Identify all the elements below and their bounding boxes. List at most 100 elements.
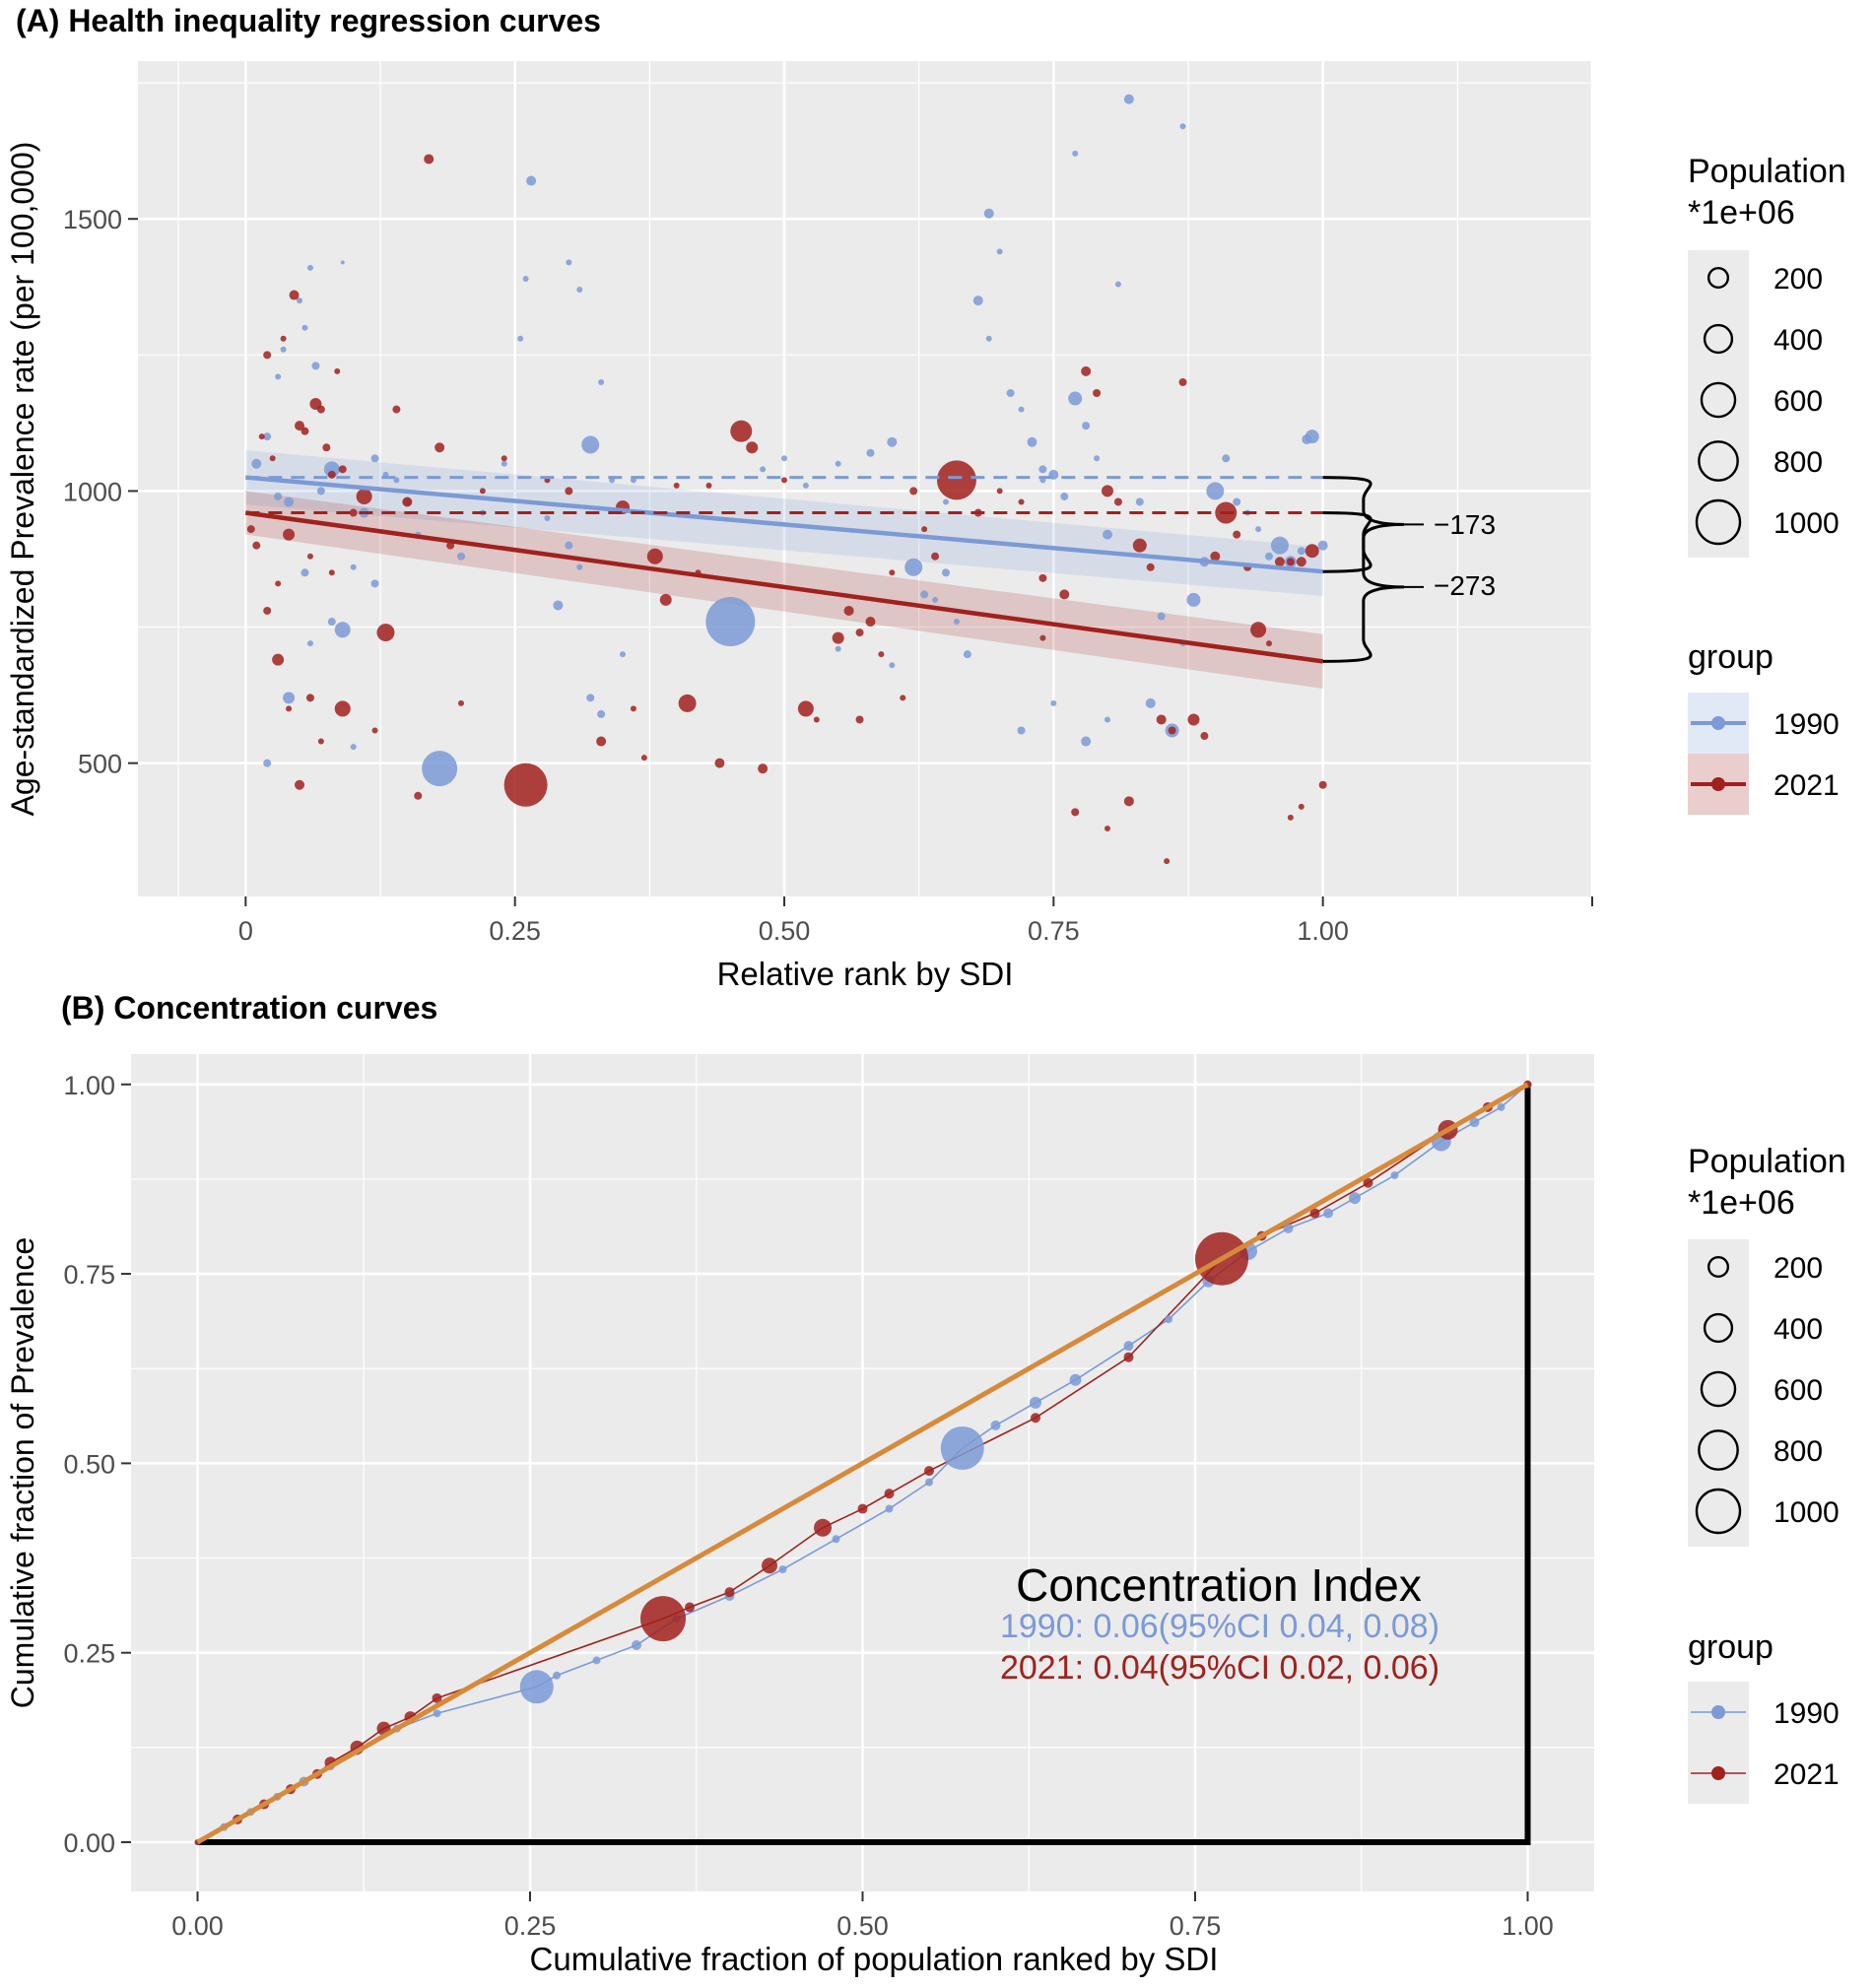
point-1990 [1082, 422, 1091, 431]
point-1990 [620, 651, 626, 658]
point-2021 [797, 700, 814, 717]
point-2021 [781, 477, 787, 484]
point-2021 [1038, 573, 1047, 582]
legend-b-size-keys-bg [1688, 1239, 1749, 1547]
point-2021 [640, 755, 647, 762]
point-2021 [338, 465, 347, 474]
point-2021 [936, 460, 976, 500]
group-key-label: 1990 [1774, 708, 1840, 741]
point-1990 [597, 709, 606, 718]
x-tick-label: 0.75 [1170, 1911, 1222, 1941]
point-1990 [1018, 406, 1025, 413]
point-1990 [323, 461, 340, 478]
point-2021 [280, 335, 287, 342]
point-1990 [983, 208, 994, 219]
equality-line [196, 1082, 1529, 1845]
point-2021 [1071, 808, 1080, 817]
point-1990 [526, 175, 537, 186]
point-1990 [576, 563, 583, 570]
size-key-circle [1707, 1255, 1730, 1279]
y-tick-label: 0.75 [63, 1260, 115, 1290]
point-1990 [1103, 529, 1112, 540]
x-tick-label: 0.50 [759, 916, 811, 946]
y-tick-label: 0.00 [63, 1828, 115, 1858]
point-1990 [835, 460, 841, 467]
x-tick-label: 0 [238, 916, 253, 946]
point-2021 [252, 541, 261, 550]
point-2021 [900, 695, 906, 701]
point-1990 [576, 287, 583, 294]
point-1990 [1060, 492, 1069, 500]
point-1990 [311, 362, 320, 370]
point-2021 [921, 526, 928, 533]
legend-a-size-keys: 200 400 600 800 1000 [1695, 263, 1840, 546]
point-2021 [924, 1466, 934, 1477]
panel-b-equality-line [196, 1082, 1529, 1845]
point-1990 [778, 1565, 787, 1574]
legend-b-group-title: group [1688, 1628, 1774, 1666]
point-1990 [1072, 150, 1079, 157]
point-1990 [263, 759, 272, 767]
concentration-index-title: Concentration Index [1016, 1559, 1422, 1611]
point-1990 [283, 692, 296, 704]
point-2021 [246, 525, 255, 534]
point-2021 [1233, 530, 1241, 539]
point-2021 [295, 779, 304, 790]
point-2021 [909, 487, 918, 496]
point-1990 [297, 298, 302, 304]
point-1990 [553, 600, 564, 611]
point-1990 [1469, 1117, 1480, 1128]
legend-b-size-keys: 200 400 600 800 1000 [1695, 1252, 1840, 1535]
x-tick-label: 0.25 [489, 916, 541, 946]
legend-b: Population *1e+06 200 400 600 800 1000 group… [1688, 1143, 1846, 1804]
legend-a-population-title: Population [1688, 153, 1846, 190]
point-1990 [1094, 455, 1101, 462]
point-1990 [350, 744, 357, 751]
panel-b-plot: 0.00 0.25 0.50 0.75 1.00 0.00 0.25 0.50 0.75 1.00 [63, 1054, 1594, 1941]
x-tick-label: 0.50 [837, 1911, 889, 1941]
size-key-circle [1703, 1312, 1734, 1344]
point-1990 [1265, 552, 1273, 561]
point-2021 [857, 1503, 868, 1514]
point-2021 [659, 593, 672, 606]
point-2021 [814, 1518, 832, 1537]
point-1990 [422, 751, 458, 787]
group-key-dot [1711, 1705, 1725, 1719]
point-1990 [519, 1670, 554, 1704]
point-1990 [301, 324, 308, 331]
point-2021 [1059, 589, 1070, 600]
size-key-label: 200 [1774, 263, 1823, 296]
point-2021 [1296, 557, 1306, 567]
point-2021 [724, 1587, 735, 1598]
point-2021 [730, 420, 753, 442]
size-key-circle [1707, 266, 1730, 290]
y-tick-label: 0.50 [63, 1449, 115, 1479]
point-2021 [1298, 803, 1305, 810]
point-2021 [565, 487, 573, 496]
point-2021 [435, 442, 445, 453]
legend-a-group-title: group [1688, 638, 1774, 676]
point-2021 [640, 1596, 686, 1642]
legend-a-population-subtitle: *1e+06 [1688, 194, 1795, 232]
panel-a-xlabel: Relative rank by SDI [717, 956, 1014, 992]
point-1990 [565, 541, 573, 550]
point-2021 [263, 351, 272, 360]
point-1990 [1081, 736, 1092, 747]
size-key-circle [1695, 1488, 1742, 1535]
point-1990 [522, 275, 529, 282]
point-1990 [433, 1709, 441, 1718]
point-2021 [678, 694, 697, 712]
point-1990 [1027, 436, 1037, 447]
point-1990 [598, 378, 605, 385]
point-2021 [328, 569, 335, 576]
point-1990 [705, 597, 756, 647]
group-key-dot [1711, 716, 1725, 730]
point-2021 [1081, 365, 1092, 376]
point-2021 [503, 762, 548, 807]
point-1990 [301, 568, 309, 577]
point-2021 [501, 455, 507, 462]
panel-a-title: (A) Health inequality regression curves [16, 3, 601, 38]
point-2021 [1168, 726, 1176, 735]
point-1990 [1123, 1341, 1134, 1352]
